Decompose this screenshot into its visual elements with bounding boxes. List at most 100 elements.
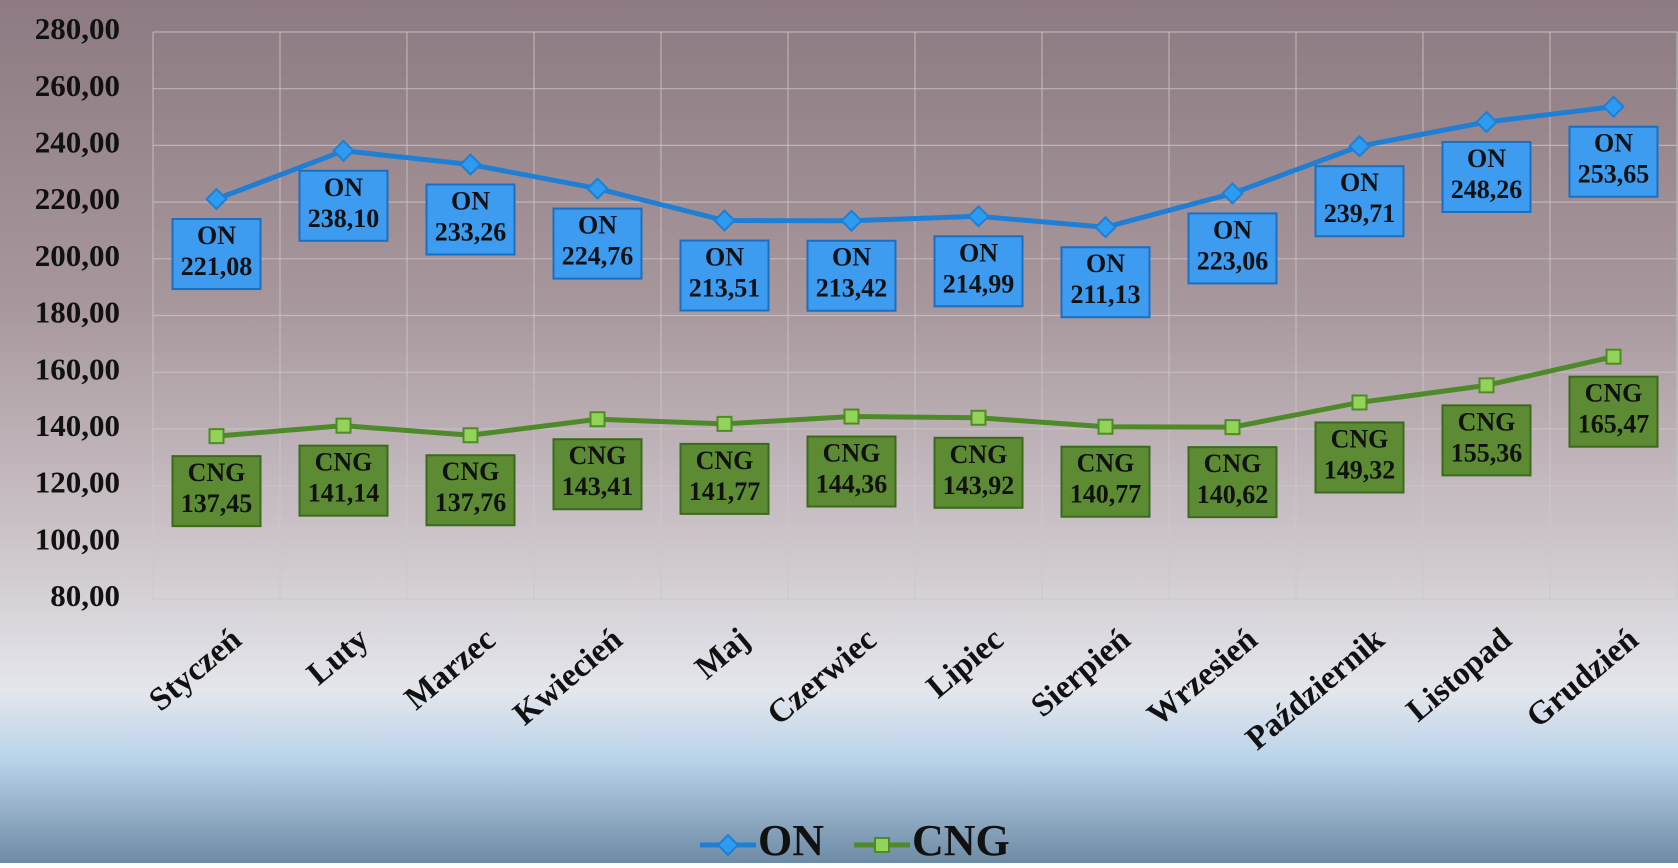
legend-marker xyxy=(874,837,890,853)
data-label: 248,26 xyxy=(1451,175,1523,204)
data-label-box xyxy=(1060,445,1151,518)
data-label-name: CNG xyxy=(1458,407,1516,436)
y-tick-label: 180,00 xyxy=(35,295,120,330)
y-tick-label: 160,00 xyxy=(35,351,120,386)
marker xyxy=(970,409,987,426)
marker xyxy=(1602,95,1625,119)
data-label-box xyxy=(1060,246,1151,319)
data-label-box xyxy=(679,239,770,312)
y-tick-label: 120,00 xyxy=(35,465,120,500)
y-tick-label: 260,00 xyxy=(35,68,120,103)
data-label-name: CNG xyxy=(442,457,500,486)
data-label-box xyxy=(1568,125,1659,198)
data-label: 155,36 xyxy=(1451,438,1523,467)
data-label-name: ON xyxy=(959,238,998,267)
line xyxy=(215,104,1614,230)
data-label: 238,10 xyxy=(308,204,380,233)
data-label: 214,99 xyxy=(943,269,1015,298)
marker xyxy=(462,427,479,444)
data-label: 137,45 xyxy=(181,489,253,518)
data-label-name: ON xyxy=(197,221,236,250)
marker xyxy=(1224,419,1241,436)
legend-label: CNG xyxy=(912,816,1010,863)
data-label: 144,36 xyxy=(816,470,888,499)
marker xyxy=(332,139,355,163)
data-label: 233,26 xyxy=(435,217,507,246)
data-label: 140,77 xyxy=(1070,480,1142,509)
data-label-box xyxy=(552,438,643,511)
data-label-box xyxy=(425,183,516,256)
marker xyxy=(1097,418,1114,435)
marker xyxy=(843,408,860,425)
y-tick-label: 100,00 xyxy=(35,521,120,556)
data-label: 221,08 xyxy=(181,252,253,281)
data-label: 141,77 xyxy=(689,477,761,506)
data-label-name: CNG xyxy=(950,440,1008,469)
data-label-box xyxy=(1441,140,1532,213)
data-label-box xyxy=(679,442,770,515)
data-label: 224,76 xyxy=(562,242,634,271)
data-label-box xyxy=(1187,446,1278,519)
data-label: 213,51 xyxy=(689,273,761,302)
data-label-name: ON xyxy=(1213,215,1252,244)
data-label: 143,41 xyxy=(562,472,634,501)
y-tick-label: 200,00 xyxy=(35,238,120,273)
data-label-name: ON xyxy=(705,242,744,271)
marker xyxy=(967,204,990,228)
data-label-box xyxy=(171,218,262,291)
data-label-name: ON xyxy=(832,243,871,272)
data-label-box xyxy=(1187,212,1278,285)
y-tick-label: 220,00 xyxy=(35,181,120,216)
marker xyxy=(205,187,228,211)
data-label-name: ON xyxy=(1340,168,1379,197)
data-label-box xyxy=(298,444,389,517)
data-label: 223,06 xyxy=(1197,246,1269,275)
data-label-name: ON xyxy=(1594,129,1633,158)
line xyxy=(216,354,1615,439)
data-label: 165,47 xyxy=(1578,410,1650,439)
data-label-name: ON xyxy=(1086,249,1125,278)
marker xyxy=(713,209,736,232)
y-tick-label: 280,00 xyxy=(35,11,120,46)
data-label-name: CNG xyxy=(315,448,373,477)
y-tick-label: 80,00 xyxy=(50,578,120,613)
data-label-box xyxy=(298,169,389,242)
data-label-box xyxy=(1568,375,1659,448)
y-tick-label: 240,00 xyxy=(35,125,120,160)
data-label-box xyxy=(933,235,1024,308)
marker xyxy=(1094,215,1117,239)
marker xyxy=(1475,110,1498,134)
data-label: 253,65 xyxy=(1578,160,1650,189)
marker xyxy=(335,417,352,434)
data-label: 137,76 xyxy=(435,488,507,517)
marker xyxy=(1478,377,1495,394)
data-label-name: CNG xyxy=(1331,424,1389,453)
data-label-name: CNG xyxy=(696,446,754,475)
data-label-name: CNG xyxy=(188,458,246,487)
marker xyxy=(586,177,609,200)
data-label-box xyxy=(1314,165,1405,238)
legend-label: ON xyxy=(758,816,824,863)
data-label-name: CNG xyxy=(1077,449,1135,478)
legend-marker xyxy=(716,833,740,857)
data-label-box xyxy=(425,454,516,527)
data-label-name: ON xyxy=(451,186,490,215)
data-label: 239,71 xyxy=(1324,199,1396,228)
data-label: 213,42 xyxy=(816,274,888,303)
data-label: 141,14 xyxy=(308,479,380,508)
marker xyxy=(1348,134,1371,158)
data-label: 149,32 xyxy=(1324,455,1396,484)
data-label-box xyxy=(806,239,897,312)
data-label-name: CNG xyxy=(1204,449,1262,478)
data-label-box xyxy=(171,455,262,528)
marker xyxy=(1221,182,1244,205)
marker xyxy=(1605,348,1622,365)
data-label: 211,13 xyxy=(1070,280,1140,309)
data-label-name: ON xyxy=(1467,144,1506,173)
y-tick-label: 140,00 xyxy=(35,408,120,443)
data-label-box xyxy=(806,435,897,508)
marker xyxy=(459,153,482,176)
marker xyxy=(208,428,225,445)
data-label-box xyxy=(1441,404,1532,477)
